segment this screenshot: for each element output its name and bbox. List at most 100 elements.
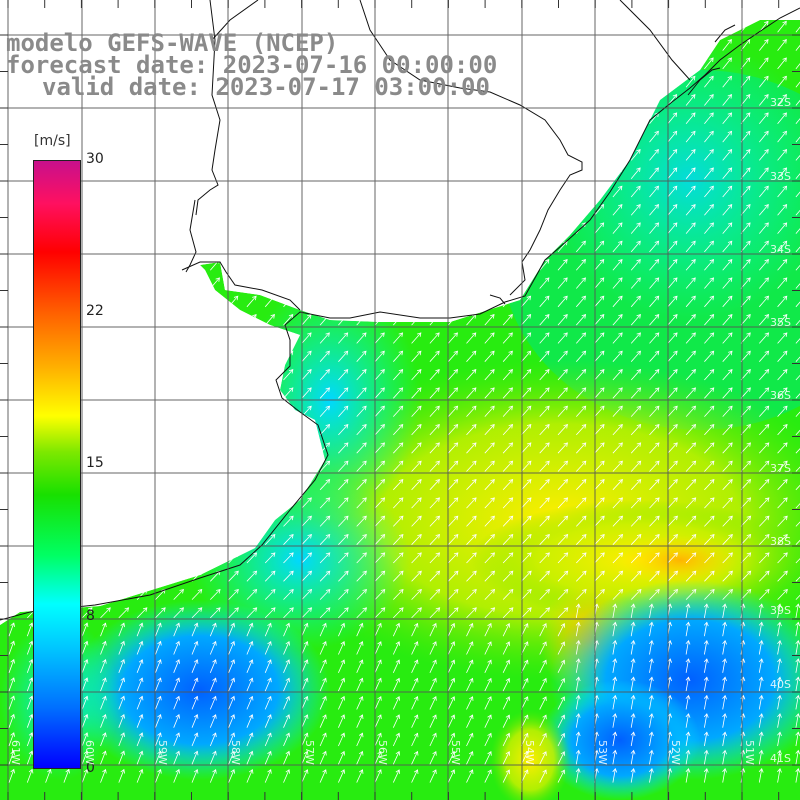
wind-arrow: [612, 731, 618, 747]
wind-arrow: [612, 185, 623, 198]
wind-arrow: [795, 350, 800, 362]
wind-arrow: [704, 222, 714, 234]
wind-arrow: [758, 57, 769, 70]
wind-arrow: [411, 332, 422, 344]
wind-arrow: [374, 478, 386, 491]
wind-arrow: [136, 732, 144, 747]
wind-arrow: [777, 259, 788, 271]
wind-arrow: [356, 368, 367, 381]
wind-arrow: [576, 515, 587, 527]
wind-arrow: [649, 387, 660, 399]
wind-arrow: [704, 204, 714, 216]
wind-arrow: [466, 515, 477, 527]
wind-arrow: [26, 768, 34, 783]
wind-arrow: [484, 423, 495, 436]
wind-arrow: [630, 405, 642, 417]
wind-arrow: [795, 240, 800, 253]
wind-arrow: [374, 570, 386, 582]
wind-arrow: [649, 295, 660, 308]
wind-arrow: [374, 497, 386, 509]
wind-arrow: [722, 387, 733, 399]
wind-arrow: [576, 533, 587, 545]
wind-arrow: [612, 350, 623, 362]
latitude-label: 34S: [770, 243, 791, 256]
wind-arrow: [374, 622, 382, 637]
wind-arrow: [246, 732, 254, 747]
wind-arrow: [777, 57, 787, 70]
wind-arrow: [521, 497, 532, 509]
wind-arrow: [283, 750, 291, 765]
wind-arrow: [722, 130, 733, 143]
wind-arrow: [374, 714, 382, 728]
wind-arrow: [429, 423, 440, 436]
wind-arrow: [393, 570, 404, 582]
wind-arrow: [301, 622, 309, 637]
wind-arrow: [704, 515, 715, 527]
wind-arrow: [576, 588, 587, 600]
wind-arrow: [283, 387, 294, 399]
wind-arrow: [594, 295, 605, 308]
wind-arrow: [429, 641, 437, 655]
wind-arrow: [758, 295, 770, 308]
wind-arrow: [795, 39, 800, 51]
colorbar-tick-15: 15: [86, 455, 104, 471]
wind-arrow: [209, 659, 217, 673]
colorbar-tick-22: 22: [86, 303, 104, 319]
wind-arrow: [502, 423, 514, 436]
wind-arrow: [100, 732, 107, 747]
wind-arrow: [100, 659, 107, 673]
wind-arrow: [777, 713, 782, 728]
wind-arrow: [429, 533, 441, 545]
wind-arrow: [667, 167, 678, 179]
wind-arrow: [795, 94, 800, 106]
wind-arrow: [612, 240, 623, 253]
wind-arrow: [612, 460, 623, 472]
wind-arrow: [429, 607, 441, 619]
wind-arrow: [594, 442, 605, 454]
wind-arrow: [338, 350, 349, 362]
wind-arrow: [722, 588, 733, 600]
wind-arrow: [155, 714, 162, 728]
wind-arrow: [411, 533, 422, 545]
wind-arrow: [173, 768, 181, 783]
wind-arrow: [722, 149, 733, 161]
wind-arrow: [447, 570, 459, 582]
wind-arrow: [484, 387, 495, 399]
wind-arrow: [740, 240, 751, 253]
wind-arrow: [210, 607, 221, 619]
wind-arrow: [612, 222, 623, 234]
wind-arrow: [667, 460, 678, 472]
wind-arrow: [100, 622, 107, 637]
wind-arrow: [283, 659, 291, 673]
wind-arrow: [740, 460, 752, 472]
wind-arrow: [722, 222, 733, 234]
wind-arrow: [557, 588, 569, 600]
wind-arrow: [393, 533, 404, 545]
wind-arrow: [557, 442, 568, 454]
wind-arrow: [667, 313, 678, 326]
wind-arrow: [630, 240, 641, 253]
wind-arrow: [667, 387, 678, 399]
wind-arrow: [484, 405, 495, 417]
wind-arrow: [447, 442, 459, 454]
wind-arrow: [429, 622, 437, 637]
wind-arrow: [576, 423, 587, 436]
wind-arrow: [557, 533, 569, 545]
wind-arrow: [447, 677, 456, 692]
wind-arrow: [648, 768, 654, 783]
wind-arrow: [356, 588, 367, 600]
wind-arrow: [594, 423, 605, 436]
wind-arrow: [466, 677, 474, 692]
wind-arrow: [118, 713, 126, 728]
wind-arrow: [155, 659, 162, 673]
wind-arrow: [648, 694, 654, 710]
wind-arrow: [740, 387, 751, 399]
wind-arrow: [100, 607, 111, 619]
wind-arrow: [8, 658, 15, 673]
wind-arrow: [722, 368, 733, 381]
wind-arrow: [447, 423, 459, 436]
wind-arrow: [704, 259, 715, 271]
wind-arrow: [539, 588, 550, 600]
wind-arrow: [759, 478, 770, 491]
wind-arrow: [740, 204, 751, 216]
